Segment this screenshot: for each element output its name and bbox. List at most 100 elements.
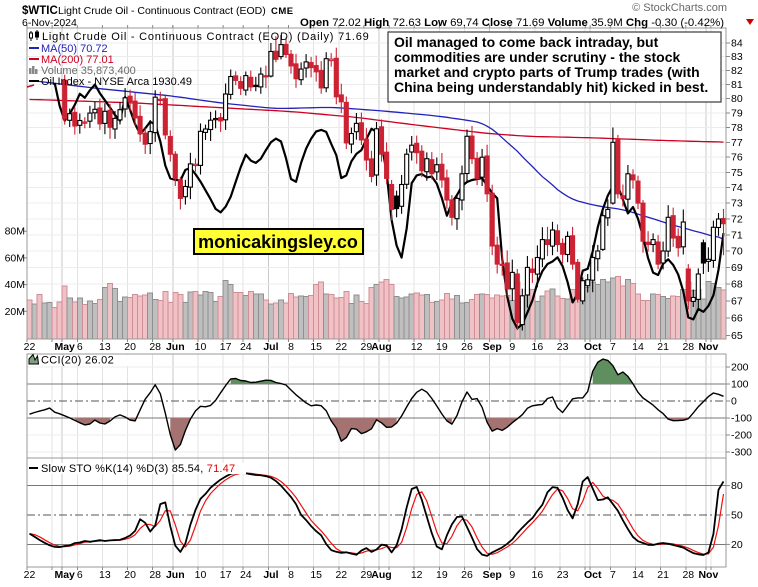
svg-text:67: 67 [731, 295, 743, 307]
svg-text:© StockCharts.com: © StockCharts.com [632, 2, 727, 14]
svg-text:May: May [54, 341, 75, 353]
svg-text:Oil Index - NYSE Arca 1930.49: Oil Index - NYSE Arca 1930.49 [41, 76, 192, 88]
svg-text:9: 9 [509, 341, 515, 353]
svg-text:Jul: Jul [263, 569, 278, 581]
svg-text:Open 72.02 High 72.63 Low 69.7: Open 72.02 High 72.63 Low 69.74 Close 71… [300, 17, 724, 29]
svg-text:Jul: Jul [263, 341, 278, 353]
svg-text:24: 24 [240, 341, 252, 353]
svg-text:76: 76 [731, 152, 743, 164]
svg-text:May: May [54, 569, 75, 581]
svg-text:Aug: Aug [371, 341, 391, 353]
svg-text:Nov: Nov [698, 569, 718, 581]
svg-text:19: 19 [436, 341, 448, 353]
svg-text:82: 82 [731, 65, 743, 77]
svg-text:19: 19 [436, 569, 448, 581]
svg-text:79: 79 [731, 108, 743, 120]
svg-text:16: 16 [532, 341, 544, 353]
svg-text:Volume 35,873,400: Volume 35,873,400 [41, 65, 136, 77]
svg-text:29: 29 [361, 569, 373, 581]
svg-text:Sep: Sep [483, 341, 502, 353]
svg-text:68: 68 [731, 279, 743, 291]
svg-text:83: 83 [731, 51, 743, 63]
svg-text:Slow STO %K(14) %D(3) 85.54, 7: Slow STO %K(14) %D(3) 85.54, 71.47 [41, 463, 235, 475]
svg-text:66: 66 [731, 313, 743, 325]
svg-text:84: 84 [731, 38, 743, 50]
svg-text:12: 12 [411, 569, 423, 581]
svg-text:10: 10 [195, 341, 207, 353]
svg-text:74: 74 [731, 182, 743, 194]
svg-text:28: 28 [682, 341, 694, 353]
svg-text:CCI(20) 26.02: CCI(20) 26.02 [41, 355, 114, 367]
svg-text:16: 16 [532, 569, 544, 581]
svg-text:78: 78 [731, 122, 743, 134]
svg-text:20: 20 [124, 569, 136, 581]
svg-text:40M: 40M [5, 279, 25, 291]
svg-text:65: 65 [731, 330, 743, 342]
svg-text:7: 7 [610, 341, 616, 353]
svg-text:Light Crude Oil - Continuous C: Light Crude Oil - Continuous Contract (E… [42, 31, 370, 43]
svg-text:10: 10 [195, 569, 207, 581]
svg-text:24: 24 [240, 569, 252, 581]
svg-text:28: 28 [149, 569, 161, 581]
svg-text:17: 17 [220, 341, 232, 353]
svg-text:81: 81 [731, 79, 743, 91]
svg-text:-200: -200 [731, 430, 752, 442]
svg-text:22: 22 [24, 341, 36, 353]
svg-text:70: 70 [731, 246, 743, 258]
svg-text:21: 21 [657, 569, 669, 581]
svg-text:77: 77 [731, 137, 743, 149]
svg-text:0: 0 [731, 396, 737, 408]
svg-text:$WTIC: $WTIC [22, 5, 58, 17]
svg-text:14: 14 [632, 569, 644, 581]
svg-text:69: 69 [731, 262, 743, 274]
svg-text:China being understandably hit: China being understandably hit) kicked i… [394, 79, 708, 95]
svg-text:commodities are under scrutiny: commodities are under scrutiny - the sto… [394, 49, 681, 65]
svg-text:20: 20 [731, 539, 743, 551]
svg-text:73: 73 [731, 198, 743, 210]
svg-text:75: 75 [731, 167, 743, 179]
svg-text:Jun: Jun [166, 569, 185, 581]
svg-text:22: 22 [24, 569, 36, 581]
svg-text:Sep: Sep [483, 569, 502, 581]
svg-text:-100: -100 [731, 413, 752, 425]
svg-text:23: 23 [557, 341, 569, 353]
svg-text:6: 6 [77, 341, 83, 353]
svg-text:MA(200) 77.01: MA(200) 77.01 [41, 54, 114, 66]
svg-text:CME: CME [271, 6, 294, 17]
svg-text:7: 7 [610, 569, 616, 581]
svg-text:14: 14 [632, 341, 644, 353]
svg-text:monicakingsley.co: monicakingsley.co [198, 232, 358, 252]
svg-text:Oct: Oct [584, 341, 602, 353]
svg-text:22: 22 [335, 569, 347, 581]
svg-text:Oil managed to come back intra: Oil managed to come back intraday, but [394, 34, 659, 50]
svg-text:20: 20 [124, 341, 136, 353]
svg-text:80: 80 [731, 480, 743, 492]
svg-text:29: 29 [361, 341, 373, 353]
svg-text:Aug: Aug [371, 569, 391, 581]
svg-text:Oct: Oct [584, 569, 602, 581]
svg-text:28: 28 [149, 341, 161, 353]
svg-text:-300: -300 [731, 447, 752, 459]
svg-text:200: 200 [731, 362, 749, 374]
svg-text:8: 8 [288, 569, 294, 581]
svg-text:13: 13 [99, 569, 111, 581]
svg-text:26: 26 [461, 341, 473, 353]
svg-text:80: 80 [731, 93, 743, 105]
svg-text:15: 15 [310, 341, 322, 353]
svg-text:17: 17 [220, 569, 232, 581]
svg-text:22: 22 [335, 341, 347, 353]
svg-text:80M: 80M [5, 226, 25, 238]
svg-text:100: 100 [731, 379, 749, 391]
svg-text:Nov: Nov [698, 341, 718, 353]
svg-text:13: 13 [99, 341, 111, 353]
svg-text:9: 9 [509, 569, 515, 581]
svg-text:8: 8 [288, 341, 294, 353]
svg-text:72: 72 [731, 213, 743, 225]
svg-text:50: 50 [731, 510, 743, 522]
svg-text:Light Crude Oil - Continuous C: Light Crude Oil - Continuous Contract (E… [58, 5, 266, 17]
svg-text:MA(50) 70.72: MA(50) 70.72 [41, 43, 108, 55]
svg-text:15: 15 [310, 569, 322, 581]
svg-text:20M: 20M [5, 306, 25, 318]
svg-text:60M: 60M [5, 252, 25, 264]
svg-text:23: 23 [557, 569, 569, 581]
